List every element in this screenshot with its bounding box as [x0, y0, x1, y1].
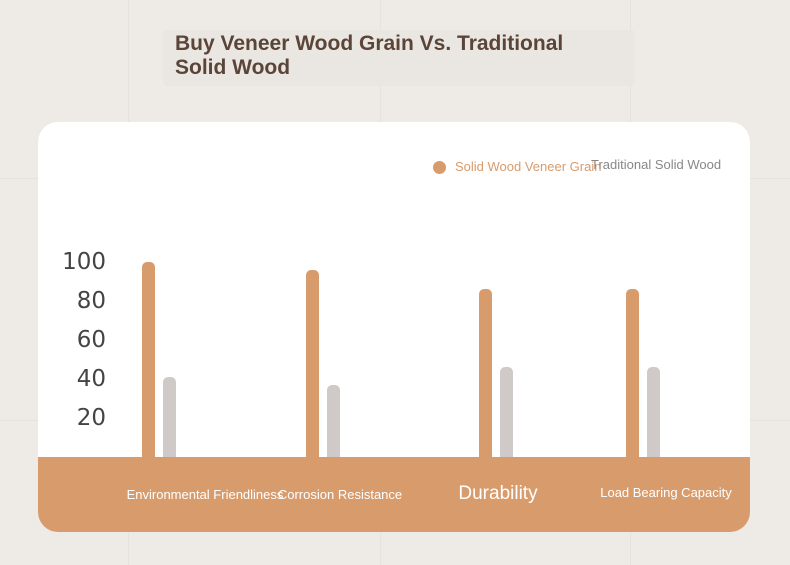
bar-veneer-0: [142, 262, 155, 459]
legend-swatch-veneer: [433, 161, 446, 174]
legend-label-veneer: Solid Wood Veneer Grain: [455, 159, 602, 174]
bar-solid-0: [163, 377, 176, 459]
x-category-label: Environmental Friendliness: [126, 487, 284, 502]
title-block: Buy Veneer Wood Grain Vs. Traditional So…: [163, 30, 635, 86]
bar-solid-2: [500, 367, 513, 459]
x-category-label: Durability: [458, 483, 538, 504]
y-tick-label: 80: [76, 288, 106, 314]
bar-veneer-2: [479, 289, 492, 459]
legend-label-solid: Traditional Solid Wood: [591, 157, 722, 172]
x-category-label: Load Bearing Capacity: [600, 485, 732, 500]
category-band: Environmental Friendliness Corrosion Resi…: [38, 457, 750, 532]
bar-veneer-1: [306, 269, 319, 459]
y-tick-label: 100: [62, 249, 106, 275]
bar-solid-3: [647, 367, 660, 459]
bar-veneer-3: [626, 289, 639, 459]
chart-title: Buy Veneer Wood Grain Vs. Traditional So…: [175, 32, 564, 79]
x-category-label: Corrosion Resistance: [277, 487, 403, 502]
chart-card: Environmental Friendliness Corrosion Resi…: [38, 122, 750, 532]
y-tick-label: 60: [76, 327, 106, 353]
y-tick-label: 40: [76, 366, 106, 392]
y-tick-label: 20: [76, 405, 106, 431]
bar-solid-1: [327, 384, 340, 459]
